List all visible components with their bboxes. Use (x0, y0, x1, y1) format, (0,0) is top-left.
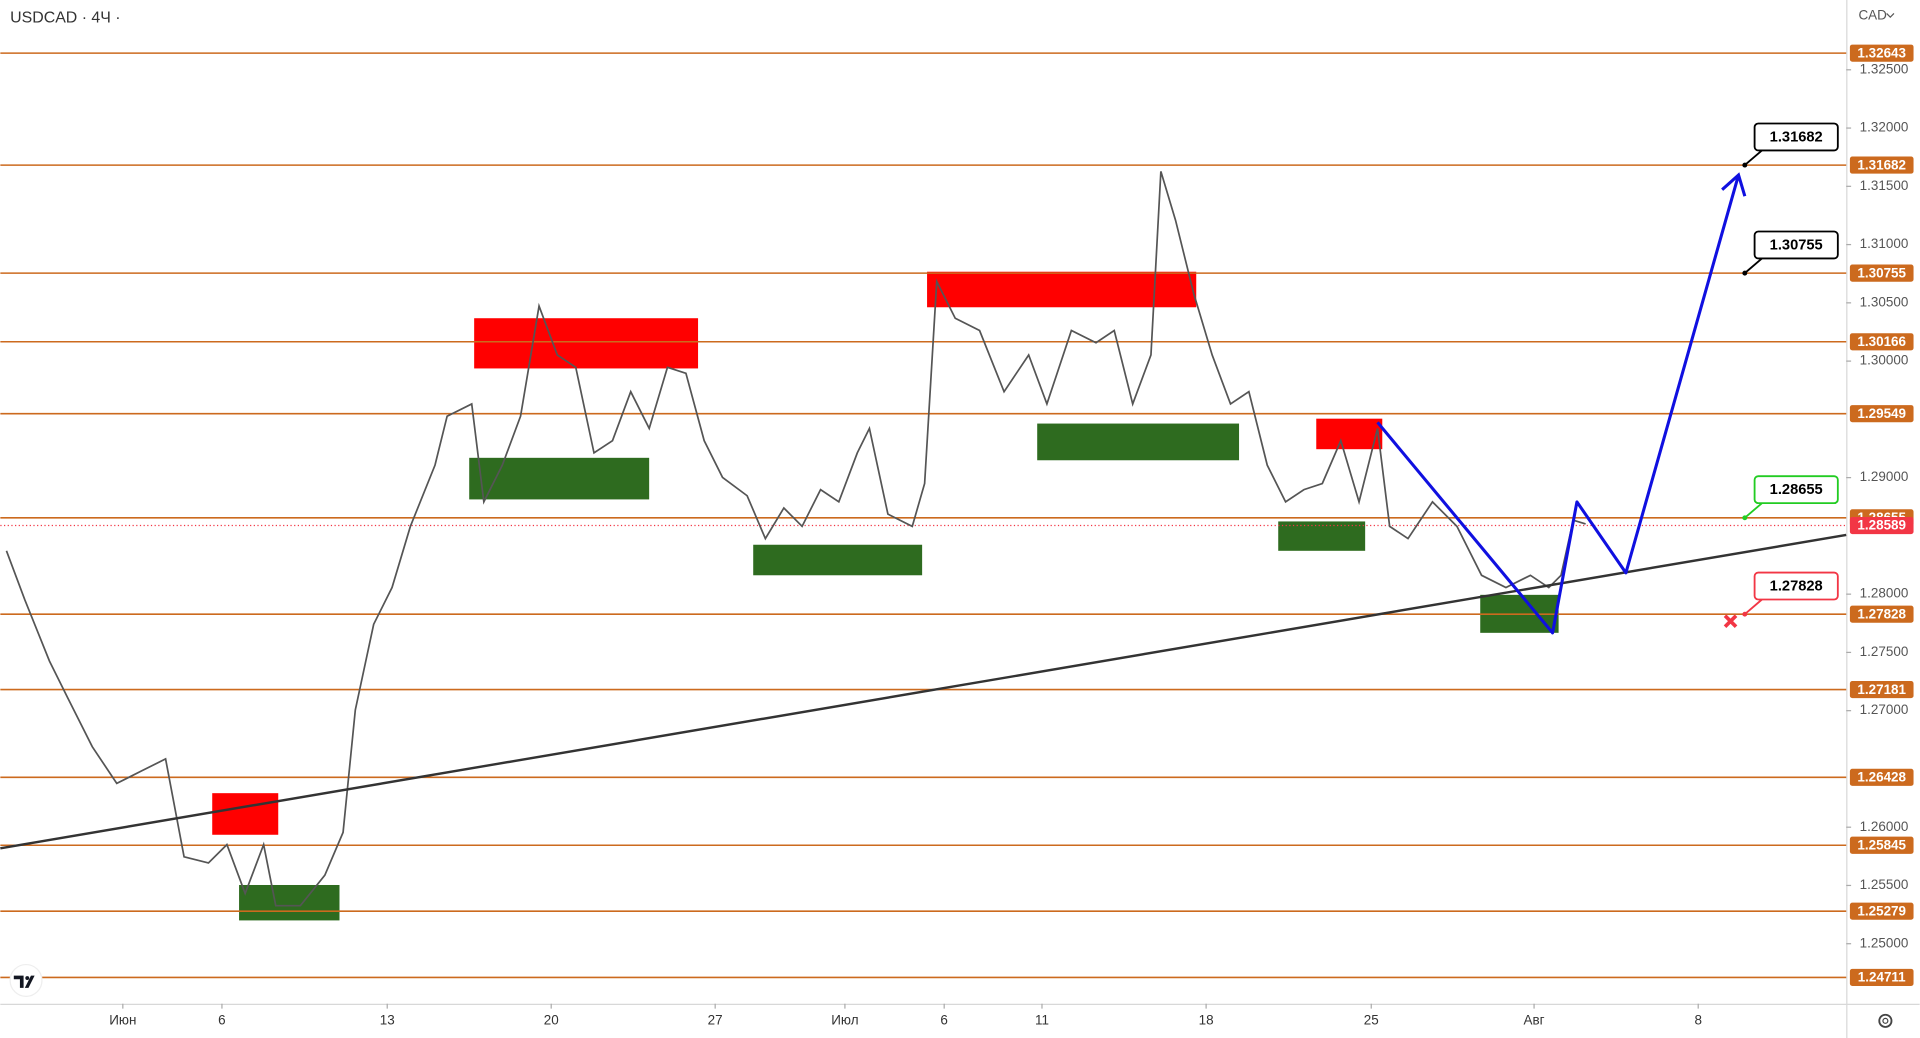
forecast-path (1376, 174, 1740, 635)
level-label-bg (1849, 836, 1914, 854)
y-tick-label: 1.25500 (1860, 877, 1909, 892)
last-price-bg (1849, 516, 1914, 535)
level-label-bg (1849, 264, 1914, 282)
currency-caret[interactable] (1886, 13, 1895, 19)
level-label: 1.29549 (1857, 406, 1906, 421)
callout-anchor (1742, 270, 1748, 276)
level-label-bg (1849, 902, 1914, 920)
x-tick-label: 11 (1035, 1012, 1049, 1027)
level-label: 1.31682 (1857, 157, 1906, 172)
callout-connector (1744, 502, 1763, 519)
level-label-bg (1849, 333, 1914, 351)
x-tick-label: Июл (831, 1012, 858, 1027)
level-label-bg (1849, 44, 1914, 62)
x-tick-label: 13 (380, 1012, 395, 1027)
callout-label: 1.31682 (1770, 129, 1823, 145)
symbol-title: USDCAD · 4Ч · (10, 10, 120, 27)
x-tick-label: 6 (940, 1012, 947, 1027)
currency[interactable]: CAD (1858, 7, 1887, 22)
callout-box (1753, 475, 1839, 505)
zone (1316, 418, 1383, 450)
callout-label: 1.27828 (1770, 579, 1823, 595)
callout-box (1753, 571, 1839, 601)
zone (753, 544, 923, 576)
callout-connector (1744, 257, 1763, 274)
zone (474, 318, 699, 369)
level-label-bg (1849, 156, 1914, 174)
level-label-bg (1849, 405, 1914, 423)
y-tick-label: 1.27000 (1860, 702, 1909, 717)
level-label: 1.25845 (1857, 837, 1906, 852)
x-tick-label: 6 (218, 1012, 225, 1027)
x-tick-label: 27 (708, 1012, 723, 1027)
y-tick-label: 1.30000 (1860, 353, 1909, 368)
callout-anchor (1742, 611, 1748, 617)
x-tick-label: 25 (1364, 1012, 1379, 1027)
settings-icon[interactable] (1878, 1013, 1893, 1028)
forecast-arrowhead (1721, 172, 1747, 197)
zone (239, 884, 340, 921)
stop-marker (1723, 614, 1738, 629)
level-label: 1.24711 (1858, 970, 1906, 985)
level-label: 1.27828 (1857, 606, 1906, 621)
level-label: 1.25279 (1857, 903, 1906, 918)
callout-anchor (1742, 162, 1748, 168)
y-tick-label: 1.27500 (1860, 644, 1909, 659)
zone (927, 271, 1197, 308)
zone (1278, 521, 1366, 551)
zone (212, 793, 279, 835)
y-tick-label: 1.29000 (1860, 469, 1909, 484)
callout-box (1753, 230, 1839, 260)
x-tick-label: Июн (109, 1012, 136, 1027)
level-label: 1.26428 (1857, 769, 1906, 784)
level-label-bg (1849, 768, 1914, 786)
level-label: 1.32643 (1857, 45, 1906, 60)
logo (9, 963, 43, 997)
level-label-bg (1849, 968, 1914, 986)
callout-label: 1.30755 (1770, 237, 1823, 253)
level-label: 1.27181 (1857, 682, 1906, 697)
y-tick-label: 1.32000 (1860, 120, 1909, 135)
callout-connector (1744, 598, 1763, 615)
last-price-label: 1.28589 (1857, 518, 1906, 533)
trendline (0, 533, 1847, 850)
callout-anchor (1742, 515, 1748, 521)
y-tick-label: 1.26000 (1860, 819, 1909, 834)
price-line (5, 171, 1586, 907)
zone (469, 457, 650, 500)
x-tick-label: Авг (1524, 1012, 1545, 1027)
callout-box (1753, 122, 1839, 152)
level-label-bg (1849, 681, 1914, 699)
x-tick-label: 8 (1694, 1012, 1701, 1027)
callout-label: 1.28655 (1770, 482, 1823, 498)
x-tick-label: 20 (544, 1012, 559, 1027)
y-tick-label: 1.25000 (1860, 935, 1909, 950)
zone (1037, 423, 1240, 461)
x-tick-label: 18 (1199, 1012, 1214, 1027)
callout-connector (1744, 149, 1763, 166)
y-tick-label: 1.31500 (1860, 178, 1909, 193)
level-label: 1.30166 (1857, 334, 1906, 349)
y-tick-label: 1.28000 (1860, 586, 1909, 601)
y-tick-label: 1.31000 (1860, 236, 1909, 251)
level-label-bg (1849, 605, 1914, 623)
y-tick-label: 1.32500 (1860, 61, 1909, 76)
level-label: 1.30755 (1857, 265, 1906, 280)
plot-area: 1.31682 1.30755 1.28655 1.27828 (0, 52, 1847, 979)
y-tick-label: 1.30500 (1860, 294, 1909, 309)
